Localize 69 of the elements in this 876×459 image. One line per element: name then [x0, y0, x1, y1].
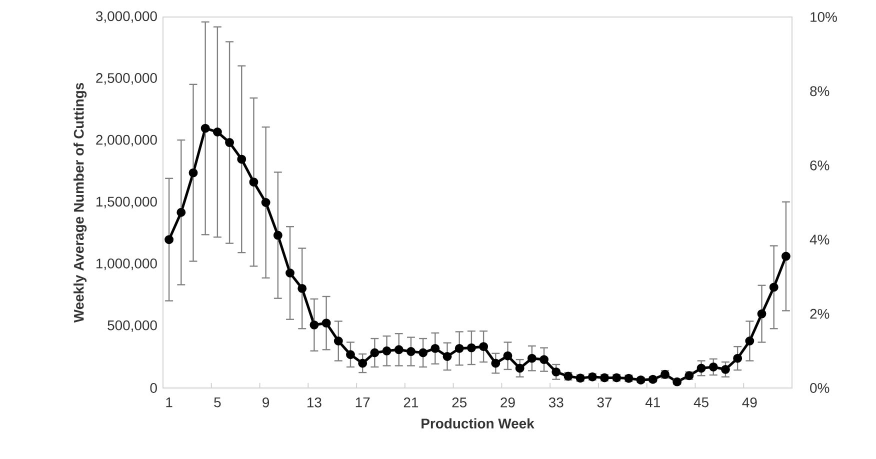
- point: [322, 318, 331, 328]
- point: [708, 362, 718, 372]
- y2-tick-label: 2%: [810, 308, 830, 319]
- point: [527, 354, 536, 363]
- point: [382, 346, 392, 356]
- y2-tick-label: 8%: [810, 86, 830, 96]
- point: [200, 124, 210, 133]
- point: [286, 268, 294, 278]
- point: [394, 345, 404, 354]
- x-tick-label: 49: [742, 398, 757, 408]
- y-tick-label: 2,500,000: [96, 73, 157, 85]
- x-tick-label: 9: [262, 398, 270, 408]
- point: [781, 252, 790, 261]
- point: [552, 367, 561, 376]
- point: [261, 198, 270, 207]
- x-tick-label: 1: [166, 398, 172, 408]
- y-tick-label: 1,000,000: [96, 258, 157, 270]
- point: [430, 344, 440, 353]
- point: [212, 128, 222, 136]
- point: [442, 352, 452, 361]
- point: [273, 230, 282, 240]
- point: [454, 344, 464, 353]
- point: [515, 364, 524, 373]
- x-tick-label: 5: [214, 398, 221, 408]
- y2-tick-label: 10%: [810, 12, 837, 22]
- y2-tick-label: 0%: [810, 383, 830, 393]
- y-tick-label: 2,000,000: [96, 134, 157, 146]
- point: [298, 284, 307, 293]
- point: [188, 168, 198, 178]
- point: [503, 351, 512, 360]
- y-tick-label: 500,000: [108, 320, 157, 332]
- point: [418, 348, 428, 358]
- y2-tick-label: 4%: [810, 234, 830, 244]
- point: [358, 358, 368, 368]
- point: [225, 138, 234, 147]
- x-tick-label: 37: [597, 398, 612, 408]
- point: [745, 336, 754, 346]
- y-tick-label: 1,500,000: [96, 196, 157, 208]
- x-tick-label: 13: [308, 398, 322, 408]
- point: [466, 343, 476, 352]
- point: [176, 208, 186, 217]
- point: [406, 347, 416, 356]
- point: [310, 320, 319, 330]
- point: [164, 235, 174, 244]
- point: [479, 342, 488, 352]
- point: [757, 309, 766, 318]
- x-tick-label: 45: [694, 398, 708, 408]
- point: [540, 355, 549, 364]
- x-tick-label: 33: [548, 398, 564, 408]
- point: [334, 336, 343, 346]
- x-tick-label: 21: [404, 398, 418, 408]
- point: [491, 358, 500, 368]
- point: [249, 178, 258, 187]
- point: [370, 348, 380, 358]
- x-tick-label: 25: [452, 398, 467, 408]
- y-tick-label: 0: [150, 383, 157, 393]
- x-axis-title: Production Week: [422, 418, 534, 428]
- x-tick-label: 17: [356, 398, 370, 408]
- x-tick-label: 29: [500, 398, 515, 408]
- point: [733, 354, 742, 363]
- point: [346, 350, 355, 360]
- y-axis-title: Weekly Average Number of Cuttings: [74, 82, 87, 323]
- point: [720, 364, 730, 374]
- point: [769, 282, 778, 292]
- x-tick-label: 41: [645, 398, 660, 408]
- y2-tick-label: 6%: [810, 160, 830, 170]
- point: [237, 154, 246, 164]
- point: [696, 364, 706, 373]
- y-tick-label: 3,000,000: [96, 11, 157, 23]
